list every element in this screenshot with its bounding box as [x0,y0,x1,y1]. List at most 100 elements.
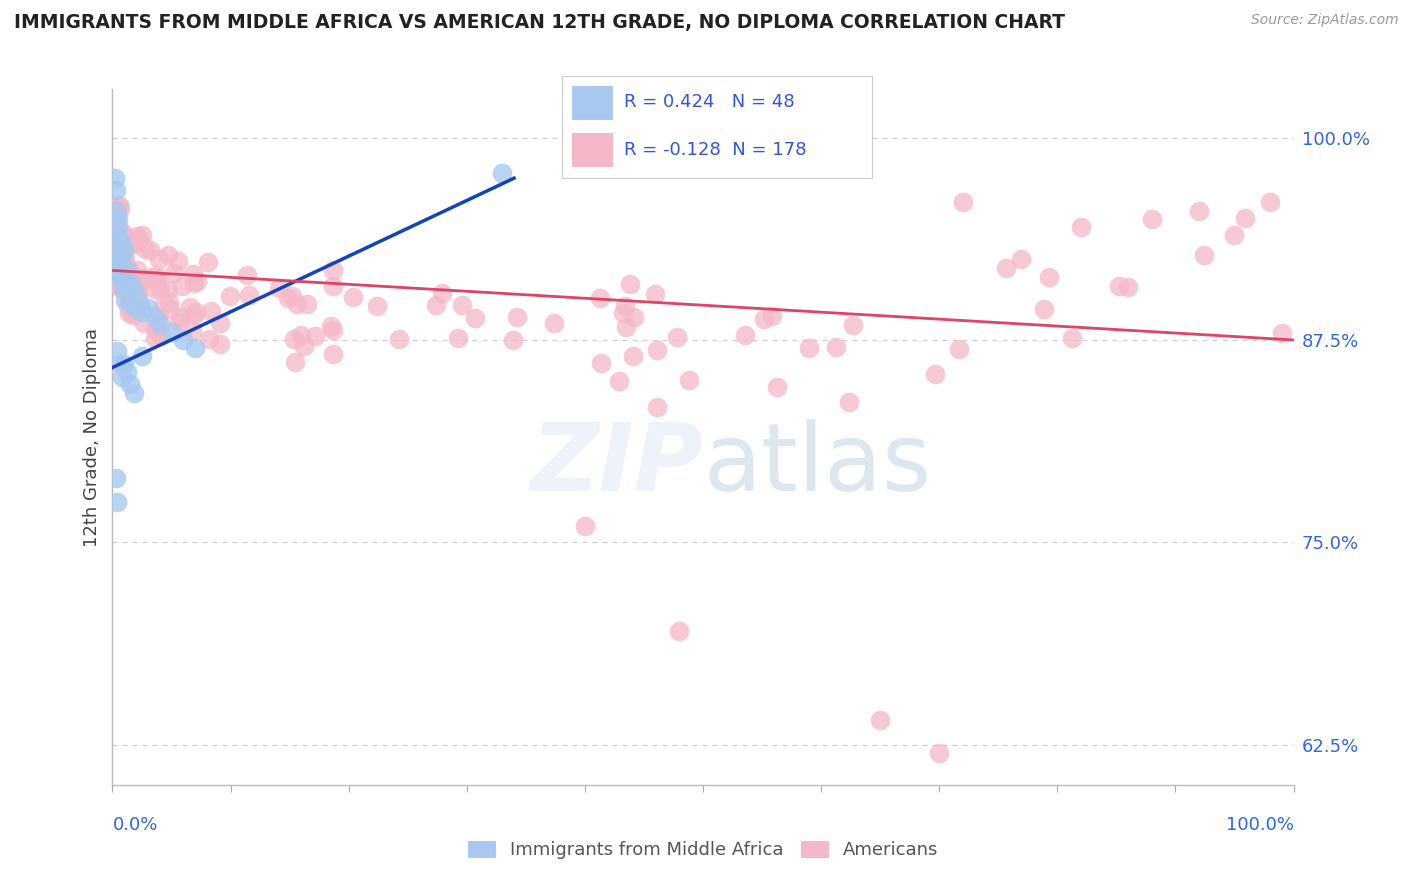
Point [1188,203,1211,218]
Point [924,367,946,381]
Point [1223,227,1246,242]
Text: R = 0.424   N = 48: R = 0.424 N = 48 [624,94,794,112]
Point [198,332,221,346]
Point [464,310,486,325]
Point [208,336,231,351]
Point [928,746,950,760]
Point [506,310,529,325]
Point [120,277,142,291]
Point [304,329,326,343]
Point [543,316,565,330]
Point [118,265,141,279]
Point [143,322,166,336]
Point [108,278,131,293]
Point [734,328,756,343]
Point [766,379,789,393]
Point [236,268,259,282]
Point [1116,280,1139,294]
Point [105,244,128,258]
Point [121,306,143,320]
Point [948,343,970,357]
Point [104,255,127,269]
Point [105,247,128,261]
Point [184,305,207,319]
Point [112,268,135,283]
Point [112,229,135,244]
Point [117,262,139,277]
Point [612,306,634,320]
Text: ZIP: ZIP [530,419,703,511]
Point [127,281,149,295]
Point [105,182,128,196]
Point [142,271,165,285]
Point [108,241,131,255]
Point [181,267,204,281]
Point [294,338,316,352]
Point [1271,326,1294,340]
Point [107,252,129,266]
Point [105,470,128,484]
Point [166,253,188,268]
Point [447,331,470,345]
Bar [572,87,612,119]
Point [145,331,167,345]
Point [184,341,207,355]
Point [127,293,149,307]
Point [115,365,138,379]
Point [128,270,150,285]
Point [1038,269,1060,284]
Point [1108,279,1130,293]
Point [110,273,132,287]
Point [127,294,149,309]
Point [146,311,169,326]
Point [668,624,690,639]
Point [574,519,596,533]
Point [108,245,131,260]
Point [143,268,166,283]
Point [115,272,138,286]
Point [179,300,201,314]
Point [114,293,136,307]
Point [124,280,146,294]
Point [117,236,139,251]
Point [869,713,891,727]
Point [105,235,128,250]
Point [589,292,612,306]
Point [111,242,134,256]
Point [619,277,641,292]
Text: Source: ZipAtlas.com: Source: ZipAtlas.com [1251,13,1399,28]
Point [150,329,173,343]
Point [752,312,775,326]
Point [281,289,304,303]
Point [623,310,645,324]
Point [127,286,149,301]
Point [645,343,668,358]
Point [134,242,156,256]
Point [172,333,194,347]
Point [105,257,128,271]
Point [425,298,447,312]
Point [107,204,129,219]
Text: IMMIGRANTS FROM MIDDLE AFRICA VS AMERICAN 12TH GRADE, NO DIPLOMA CORRELATION CHA: IMMIGRANTS FROM MIDDLE AFRICA VS AMERICA… [14,13,1066,32]
Point [1192,248,1215,262]
Point [105,495,128,509]
Point [1062,331,1084,345]
Point [136,301,159,315]
Point [621,349,644,363]
Point [112,252,135,267]
Point [388,332,411,346]
Point [761,310,783,324]
Point [269,281,291,295]
Point [108,280,131,294]
Point [107,238,129,252]
Point [183,308,205,322]
Point [645,400,668,414]
Point [112,270,135,285]
Point [153,297,176,311]
Point [110,202,132,217]
Point [120,288,142,302]
Point [110,269,132,284]
Point [842,318,865,332]
Point [197,255,219,269]
Point [104,215,127,229]
